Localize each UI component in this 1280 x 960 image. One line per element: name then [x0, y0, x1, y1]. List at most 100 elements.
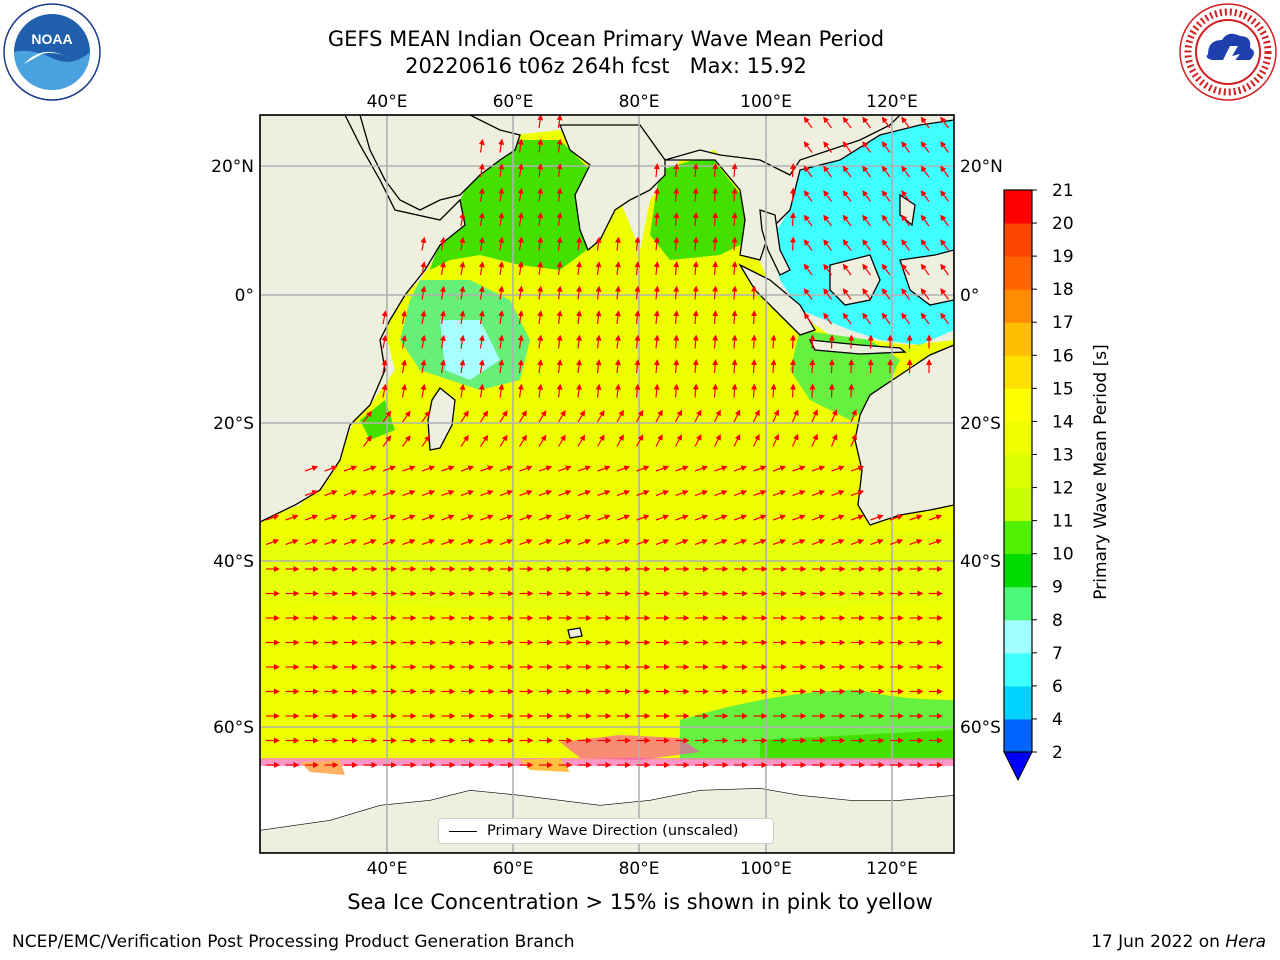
wave-vector-arrow [381, 359, 388, 374]
wave-vector-arrow [614, 334, 621, 349]
wave-vector-arrow [901, 165, 910, 178]
wave-vector-arrow [731, 285, 738, 300]
wave-vector-arrow [402, 465, 416, 472]
wave-vector-arrow [634, 285, 641, 300]
wave-vector-arrow [478, 187, 485, 202]
wave-vector-arrow [519, 489, 533, 497]
wave-vector-arrow [382, 489, 397, 497]
wave-vector-arrow [811, 433, 818, 447]
wave-vector-arrow [850, 465, 865, 472]
wave-vector-arrow [285, 538, 299, 546]
lon-tick-label: 100°E [740, 859, 792, 879]
wave-vector-arrow [459, 236, 466, 251]
wave-vector-arrow [803, 263, 813, 276]
wave-vector-arrow [499, 538, 514, 546]
wave-vector-arrow [614, 285, 621, 300]
wave-vector-arrow [733, 465, 748, 472]
map-canvas [260, 115, 954, 853]
colorbar-frame [1003, 189, 1033, 753]
wave-vector-arrow [597, 489, 611, 497]
wave-vector-arrow [831, 489, 845, 497]
wave-vector-arrow [576, 310, 582, 325]
wave-vector-arrow [556, 383, 563, 398]
wave-vector-arrow [460, 410, 469, 423]
wave-vector-arrow [363, 538, 377, 546]
colorbar-segment [1004, 520, 1032, 555]
wave-vector-arrow [498, 187, 505, 202]
wave-vector-arrow [789, 212, 796, 227]
wave-vector-arrow [751, 310, 758, 325]
wave-vector-arrow [772, 433, 780, 447]
wave-vector-arrow [576, 261, 582, 276]
colorbar-tick-label: 12 [1052, 479, 1074, 499]
wave-vector-arrow [324, 514, 338, 521]
wave-vector-arrow [635, 434, 644, 447]
wave-vector-arrow [694, 514, 709, 521]
wave-vector-arrow [518, 434, 527, 447]
wave-vector-arrow [401, 334, 407, 349]
wave-vector-arrow [831, 514, 845, 521]
wave-vector-arrow [420, 236, 427, 251]
wave-vector-arrow [381, 334, 388, 349]
wave-vector-arrow [733, 433, 741, 447]
wave-vector-arrow [792, 489, 806, 497]
wave-vector-arrow [634, 359, 641, 374]
wave-vector-arrow [537, 285, 544, 300]
wave-vector-arrow [460, 489, 475, 497]
wave-vector-arrow [881, 263, 891, 276]
wave-vector-arrow [401, 383, 407, 398]
wave-vector-arrow [518, 410, 527, 423]
colorbar-segment [1004, 652, 1032, 687]
wave-vector-arrow [842, 190, 852, 202]
wave-vector-arrow [421, 489, 436, 497]
wave-vector-arrow [517, 187, 524, 202]
wave-vector-arrow [653, 163, 660, 178]
wave-vector-arrow [862, 141, 871, 153]
wave-vector-arrow [733, 489, 748, 497]
wave-vector-arrow [519, 514, 533, 521]
footer-credit: NCEP/EMC/Verification Post Processing Pr… [12, 932, 575, 952]
wave-vector-arrow [614, 261, 621, 276]
wave-vector-arrow [712, 285, 719, 300]
wave-vector-arrow [920, 165, 930, 178]
wave-vector-arrow [792, 465, 806, 472]
wave-vector-arrow [441, 489, 455, 497]
wave-vector-arrow [537, 212, 544, 227]
wave-vector-arrow [498, 163, 505, 178]
lat-tick-label: 0° [960, 286, 979, 306]
wave-vector-arrow [791, 409, 799, 423]
wave-vector-arrow [614, 236, 621, 251]
wave-vector-arrow [498, 383, 505, 398]
wave-vector-arrow [420, 310, 427, 325]
wave-vector-arrow [823, 116, 832, 129]
colorbar-tick-label: 7 [1052, 644, 1063, 664]
wave-vector-arrow [577, 538, 592, 546]
footer-date-text: 17 Jun 2022 on [1091, 932, 1226, 952]
map-legend: Primary Wave Direction (unscaled) [438, 818, 774, 844]
wave-vector-arrow [862, 165, 871, 178]
wave-vector-arrow [439, 334, 446, 349]
wave-vector-arrow [538, 434, 547, 447]
wave-vector-arrow [694, 409, 702, 423]
wave-vector-arrow [694, 465, 709, 472]
wave-vector-arrow [653, 187, 660, 202]
wave-vector-arrow [577, 434, 586, 447]
wave-vector-arrow [499, 514, 514, 521]
wave-vector-arrow [713, 409, 721, 423]
wave-vector-arrow [499, 434, 508, 447]
wave-vector-arrow [940, 312, 949, 325]
wave-vector-arrow [803, 312, 813, 325]
wave-vector-arrow [694, 538, 709, 546]
wave-vector-arrow [653, 359, 660, 374]
svg-text:NOAA: NOAA [31, 31, 72, 47]
wave-vector-arrow [653, 236, 660, 251]
wave-vector-arrow [382, 465, 397, 472]
colorbar-tick-label: 4 [1052, 710, 1063, 730]
wave-vector-arrow [556, 334, 563, 349]
wave-vector-arrow [596, 434, 605, 447]
wave-vector-arrow [460, 538, 475, 546]
wave-vector-arrow [655, 465, 670, 472]
wave-vector-arrow [712, 310, 719, 325]
wave-vector-arrow [809, 334, 816, 349]
wave-vector-arrow [537, 138, 544, 153]
